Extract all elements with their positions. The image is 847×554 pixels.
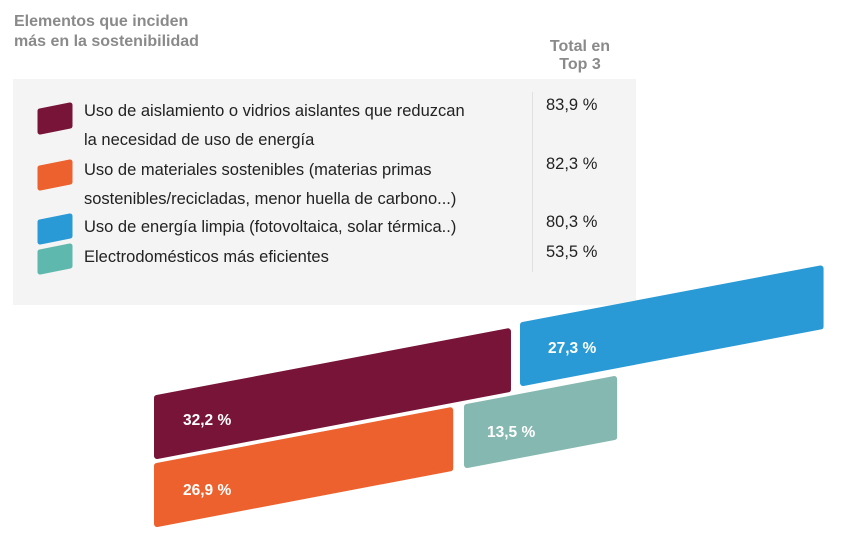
column-header: Total en Top 3 [530,38,630,74]
bar-1 [154,407,454,527]
legend-swatch-3 [37,243,73,275]
total-value-0: 83,9 % [546,96,598,114]
bar-label-2: 27,3 % [548,340,596,357]
legend-item-0: Uso de aislamiento o vidrios aislantes q… [84,97,529,155]
title-line-2: más en la sostenibilidad [14,33,199,50]
legend-text: sostenibles/recicladas, menor huella de … [84,190,457,208]
legend-swatch-1 [37,159,73,191]
legend-text: Uso de aislamiento o vidrios aislantes q… [84,102,465,120]
legend-swatch-2 [37,213,73,245]
total-value-3: 53,5 % [546,243,598,261]
bar-0 [154,328,511,459]
legend-divider [532,92,533,272]
total-value-1: 82,3 % [546,155,598,173]
bar-label-1: 26,9 % [183,482,231,499]
bar-3 [464,376,618,468]
bar-2 [520,265,824,386]
bar-label-0: 32,2 % [183,412,231,429]
title-line-1: Elementos que inciden [14,13,189,30]
legend-text: la necesidad de uso de energía [84,131,315,149]
bar-label-3: 13,5 % [487,424,535,441]
column-header-line-1: Total en [549,38,611,55]
legend-item-2: Uso de energía limpia (fotovoltaica, sol… [84,213,529,242]
legend-item-3: Electrodomésticos más eficientes [84,243,529,272]
legend-swatch-0 [37,102,73,135]
total-value-2: 80,3 % [546,213,598,231]
legend-text: Uso de energía limpia (fotovoltaica, sol… [84,218,457,236]
legend-text: Uso de materiales sostenibles (materias … [84,161,432,179]
legend-text: Electrodomésticos más eficientes [84,248,329,266]
legend-item-1: Uso de materiales sostenibles (materias … [84,156,529,214]
column-header-line-2: Top 3 [559,56,601,73]
chart-title: Elementos que inciden más en la sostenib… [14,12,199,52]
